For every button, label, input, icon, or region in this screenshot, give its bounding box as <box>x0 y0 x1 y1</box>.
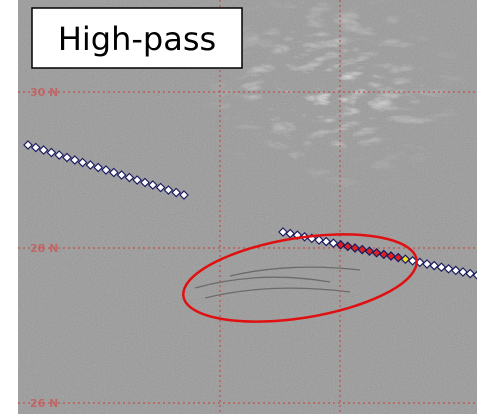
image: 30 N 28 N 26 N High-pass <box>0 0 477 414</box>
latitude-label: 28 N <box>30 242 58 255</box>
label-text: High-pass <box>58 20 216 58</box>
margin <box>0 0 18 414</box>
page: 30 N 28 N 26 N High-pass (() => { const … <box>0 0 477 414</box>
latitude-label: 26 N <box>30 397 58 410</box>
latitude-label: 30 N <box>30 86 58 99</box>
